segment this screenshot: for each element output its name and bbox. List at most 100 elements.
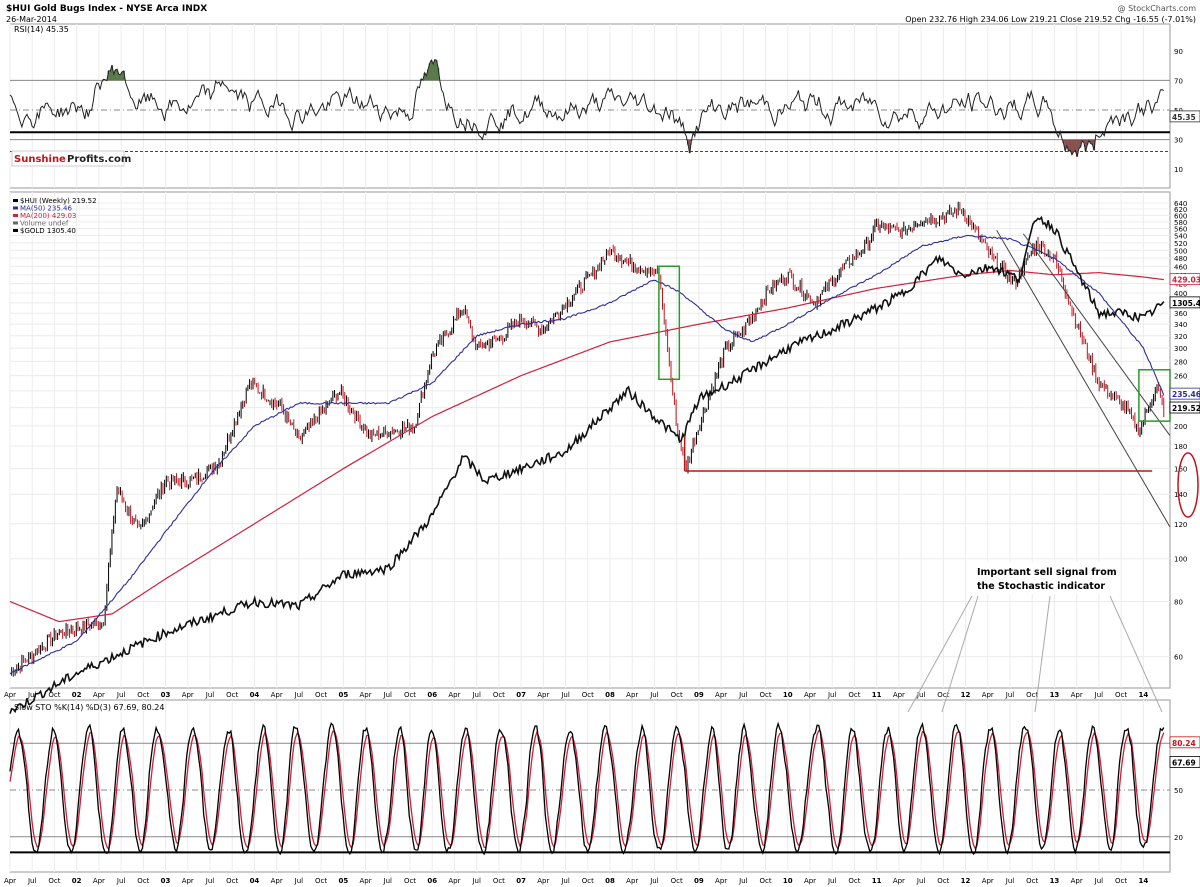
x-tick-label: 14 — [1138, 877, 1148, 885]
x-tick-label: Jul — [383, 877, 393, 885]
price-tick-label: 180 — [1174, 443, 1187, 451]
x-tick-label: 06 — [427, 691, 437, 699]
rsi-tick-label: 30 — [1174, 137, 1183, 145]
legend-swatch — [13, 199, 18, 202]
sto-d-line — [9, 729, 1165, 851]
x-tick-label: Apr — [804, 691, 816, 699]
price-tick-label: 80 — [1174, 598, 1183, 606]
sto-series — [9, 721, 1170, 856]
x-tick-label: Apr — [537, 877, 549, 885]
price-tick-label: 560 — [1174, 226, 1187, 234]
x-tick-label: Jul — [1094, 691, 1104, 699]
legend-swatch — [13, 214, 18, 217]
price-tick-label: 480 — [1174, 255, 1187, 263]
x-tick-label: Apr — [893, 691, 905, 699]
rsi-tick-label: 90 — [1174, 48, 1183, 56]
price-tick-label: 520 — [1174, 240, 1187, 248]
x-tick-label: Jul — [205, 877, 215, 885]
channel-lower-line — [996, 230, 1171, 528]
rsi-tick-label: 10 — [1174, 166, 1183, 174]
x-tick-label: Jul — [916, 877, 926, 885]
x-tick-label: 08 — [605, 691, 615, 699]
x-tick-label: 10 — [783, 877, 793, 885]
x-tick-label: Apr — [182, 877, 194, 885]
x-tick-label: Oct — [760, 877, 772, 885]
y-tick-labels: 1030507090608010012014016018020022024026… — [1174, 48, 1187, 842]
price-tick-label: 540 — [1174, 233, 1187, 241]
x-tick-label: 13 — [1050, 691, 1060, 699]
x-tick-label: Oct — [937, 691, 949, 699]
symbol-title: $HUI Gold Bugs Index - NYSE Arca INDX — [6, 4, 207, 14]
x-tick-label: 10 — [783, 691, 793, 699]
x-tick-label: Oct — [582, 691, 594, 699]
price-series — [9, 201, 1171, 714]
x-tick-label: Jul — [649, 691, 659, 699]
ohlc-readout: Open 232.76 High 234.06 Low 219.21 Close… — [905, 15, 1196, 24]
x-tick-label: Apr — [982, 877, 994, 885]
x-tick-label: 08 — [605, 877, 615, 885]
price-tick-label: 60 — [1174, 654, 1183, 662]
x-tick-label: 11 — [872, 877, 882, 885]
x-tick-label: Jul — [383, 691, 393, 699]
hui-value-tag: 219.52 — [1172, 404, 1200, 413]
gold-value-tag: 1305.40 — [1172, 299, 1200, 308]
price-tick-label: 580 — [1174, 219, 1187, 227]
price-tick-label: 100 — [1174, 556, 1187, 564]
legend-entry: Volume undef — [20, 220, 69, 228]
ma200-value-tag-box — [1169, 273, 1200, 286]
legend-swatch — [13, 221, 18, 225]
annotation-box — [972, 562, 1117, 594]
x-tick-label: Apr — [1071, 691, 1083, 699]
ma200-value-tag: 429.03 — [1172, 276, 1200, 285]
x-tick-label: 11 — [872, 691, 882, 699]
x-tick-label: 09 — [694, 691, 704, 699]
watermark-box — [11, 150, 125, 167]
x-tick-label: Jul — [27, 877, 37, 885]
x-tick-label: 14 — [1138, 691, 1148, 699]
price-tick-label: 400 — [1174, 290, 1187, 298]
gold-line — [9, 215, 1165, 714]
rsi-panel — [9, 23, 1171, 189]
watermark-profits: Profits.com — [67, 154, 131, 165]
x-tick-label: 12 — [961, 691, 971, 699]
x-tick-label: Oct — [48, 691, 60, 699]
x-tick-label: Oct — [848, 691, 860, 699]
x-tick-label: Apr — [93, 691, 105, 699]
ma50-value-tag-box — [1169, 387, 1200, 400]
x-tick-label: Apr — [1071, 877, 1083, 885]
rsi-line — [9, 58, 1165, 157]
x-tick-label: Apr — [359, 877, 371, 885]
x-tick-label: Apr — [359, 691, 371, 699]
x-tick-label: Apr — [182, 691, 194, 699]
x-tick-label: Apr — [626, 691, 638, 699]
price-tick-label: 500 — [1174, 247, 1187, 255]
sto-k-line — [9, 721, 1165, 856]
x-tick-label: 02 — [72, 691, 82, 699]
grid-lines — [9, 24, 1170, 872]
x-tick-label: Jul — [738, 877, 748, 885]
x-tick-label: Apr — [448, 691, 460, 699]
x-tick-label: Oct — [48, 877, 60, 885]
x-tick-label: 05 — [338, 691, 348, 699]
sto-k-value-tag-box — [1169, 756, 1200, 768]
x-tick-label: Oct — [1115, 877, 1127, 885]
x-tick-label: Oct — [671, 691, 683, 699]
sto-d-value-tag-box — [1169, 736, 1200, 749]
rsi-value-tag-box — [1169, 110, 1200, 123]
x-tick-label: Jul — [27, 691, 37, 699]
rsi-value-tag: 45.35 — [1172, 113, 1196, 122]
x-tick-label: Oct — [226, 877, 238, 885]
gold-value-tag-box — [1169, 296, 1200, 309]
x-tick-label: 05 — [338, 877, 348, 885]
watermark-sunshine: Sunshine — [14, 154, 66, 165]
x-tick-label: Apr — [93, 877, 105, 885]
sto-legend: Slow STO %K(14) %D(3) 67.69, 80.24 — [14, 703, 164, 712]
sto-d-value-tag: 80.24 — [1172, 739, 1196, 748]
x-tick-label: 03 — [161, 877, 171, 885]
annotation-arrows — [907, 595, 1163, 713]
sto-tick-label: 20 — [1174, 834, 1183, 842]
annotation-line2: the Stochastic indicator — [977, 581, 1105, 592]
x-tick-label: Apr — [626, 877, 638, 885]
x-tick-label: Oct — [404, 691, 416, 699]
